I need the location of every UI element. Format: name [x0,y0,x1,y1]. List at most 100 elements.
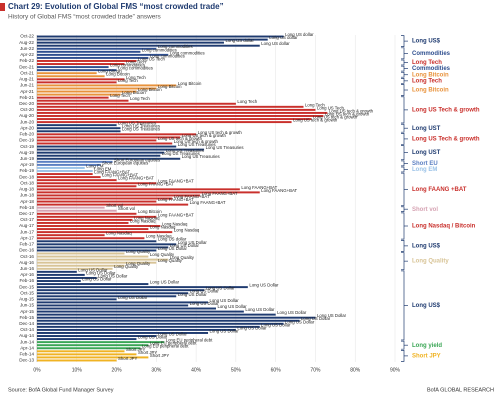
bar [37,108,316,111]
bar-label: Long Tech [126,75,146,80]
legend-label: Short EU [412,161,438,167]
bar-label: Long FAANG+BAT [118,176,154,181]
bar [37,56,149,59]
bar [37,191,260,194]
bar [37,197,173,200]
x-tick-label: 20% [112,367,123,373]
bar [37,124,117,127]
bar-label: Long Bitcoin [122,90,146,95]
bar [37,121,292,124]
y-tick-label: Jun-22 [20,46,34,51]
bar-label: Long US Tech [317,105,345,110]
chart-title: Chart 29: Evolution of Global FMS “most … [8,2,224,11]
bar-label: Long Nasdaq [174,228,200,233]
bar [37,283,149,286]
bar-label: Short JPY [138,350,157,355]
y-tick-label: Feb-17 [19,242,34,247]
bar [37,35,284,38]
bar-label: Long US tech & growth [313,115,358,120]
bar [37,322,284,325]
legend-label: Long US$ [412,243,441,249]
x-tick-label: 0% [33,367,41,373]
bar-label: Long US Dollar [210,298,240,303]
y-tick-label: Apr-19 [20,162,34,167]
y-tick-label: Jun-16 [20,266,34,271]
y-tick-label: Dec-13 [19,358,34,363]
bar [37,252,125,255]
bar-label: Long US Dollar [317,313,347,318]
bar-label: Long US Treasuries [162,151,200,156]
bar-label: Long Bitcoin [138,87,162,92]
legend-bracket [401,350,405,362]
bar-label: Long FAANG+BAT [241,185,277,190]
bar [37,237,145,240]
bar [37,215,157,218]
bar [37,133,197,136]
bar [37,286,248,289]
bar [37,127,121,130]
legend-label: Long UST [412,150,441,156]
legend-label: Long Bitcoin [412,88,449,94]
bar-label: Long US Dollar [190,301,220,306]
bar-label: Long US Dollar [261,322,291,327]
bar [37,221,129,224]
bar-label: Long US Dollar [170,243,200,248]
bar [37,289,205,292]
bar-label: Long Nasdaq [134,215,160,220]
y-tick-label: Feb-18 [19,205,34,210]
legend-bracket [401,35,405,47]
bar-label: Short vol [106,203,123,208]
y-tick-label: Dec-19 [19,138,34,143]
bar [37,328,236,331]
bar [37,99,129,102]
legend-label: Long Nasdaq / Bitcoin [412,224,476,230]
bar [37,338,137,341]
bar [37,44,260,47]
bar-label: Long Nasdaq [146,234,172,239]
y-tick-label: Aug-22 [19,40,34,45]
bar [37,111,328,114]
bar [37,276,97,279]
bar-label: Long US tech & growth [182,133,227,138]
bar-label: Long EU peripheral debt [150,341,197,346]
x-tick-label: 10% [72,367,83,373]
bar-label: Long commodities [158,44,193,49]
y-tick-label: Dec-17 [19,211,34,216]
bar-label: Long Quality [126,249,151,254]
bar [37,66,109,69]
y-tick-label: Dec-20 [19,101,34,106]
bar-label: Long Tech [126,59,146,64]
x-tick-label: 70% [310,367,321,373]
y-tick-label: Dec-15 [19,284,34,289]
bar [37,273,85,276]
bar [37,163,101,166]
bar [37,38,268,41]
bar-label: Long Nasdaq [130,218,156,223]
y-tick-label: Feb-19 [19,168,34,173]
y-tick-label: Dec-21 [19,64,34,69]
y-tick-label: Feb-22 [19,58,34,63]
bar-label: Long FAANG+BAT [174,194,210,199]
bar [37,209,117,212]
bar [37,53,169,56]
bar [37,295,177,298]
bar-label: Long US Dollar [210,328,240,333]
y-tick-label: Aug-15 [19,297,34,302]
bar-label: Long US Treasuries [122,124,160,129]
bar-label: Long US Dollar [285,319,315,324]
bar-label: Long US Dollar [190,289,220,294]
bar-label: Long FAANG+BAT [158,212,194,217]
bar-label: Long US Dollar [218,304,248,309]
bar-label: Long FAANG+BAT [190,200,226,205]
legend-label: Long Tech [412,60,442,66]
bar-label: Long Quality [150,252,175,257]
bar-label: Long FAANG+BAT [102,173,138,178]
bar-label: Long US dollar [158,237,187,242]
bar-label: Short JPY [126,347,145,352]
bar-label: Long commodities [170,50,205,55]
bar-label: Short European equities [102,160,148,165]
y-tick-label: Feb-15 [19,315,34,320]
title-marker [0,3,5,11]
y-tick-label: Oct-18 [20,180,34,185]
bar-label: Long US Dollar [249,283,279,288]
